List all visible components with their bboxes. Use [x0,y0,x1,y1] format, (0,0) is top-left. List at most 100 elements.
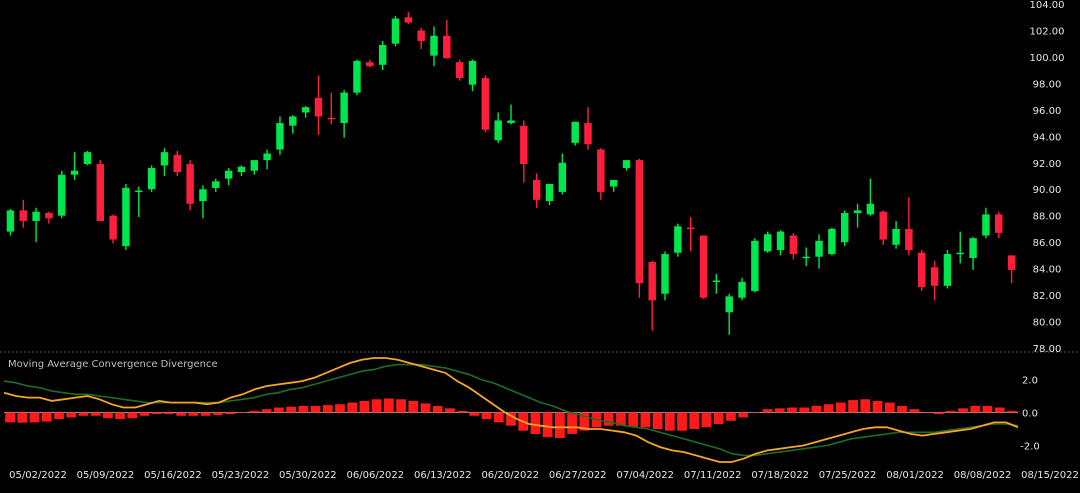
macd-histogram-bar [762,409,773,413]
macd-panel-title: Moving Average Convergence Divergence [8,359,218,370]
candle-down [930,267,939,286]
x-axis-date-label: 07/25/2022 [819,470,877,481]
candle-down [327,117,336,120]
macd-histogram-bar [29,412,40,423]
candle-down [481,78,490,130]
macd-histogram-bar [542,412,553,438]
macd-histogram-bar [200,412,211,416]
candle-up [622,160,631,169]
candle-down [995,214,1003,233]
macd-histogram-bar [530,412,541,434]
macd-histogram-bar [432,405,443,413]
candle-up [147,168,156,190]
macd-histogram-bar [261,409,272,413]
candle-down [789,235,798,255]
macd-histogram-bar [481,412,492,420]
candle-down [45,213,53,219]
x-axis-date-label: 07/18/2022 [751,470,809,481]
candle-up [545,183,554,202]
macd-histogram-bar [750,412,761,413]
macd-histogram-bar [237,412,248,413]
x-axis-date-label: 06/06/2022 [347,470,405,481]
macd-histogram-bar [115,412,125,420]
x-axis-date-label: 08/08/2022 [954,470,1012,481]
candle-up [725,296,733,313]
macd-histogram-bar [66,412,77,418]
candle-down [314,97,323,117]
macd-histogram-bar [139,412,150,416]
candle-down [455,62,464,79]
macd-histogram-bar [17,412,28,423]
candle-up [507,120,515,124]
macd-histogram-bar [41,412,52,422]
macd-histogram-bar [225,412,235,415]
macd-histogram-bar [994,407,1005,413]
macd-histogram-bar [286,406,296,413]
candle-down [96,164,104,221]
macd-histogram-bar [664,412,675,431]
macd-histogram-bar [835,402,846,413]
candle-down [173,154,182,173]
macd-histogram-bar [383,398,394,413]
macd-histogram-bar [726,412,736,421]
candle-down [1007,255,1016,270]
macd-line [3,357,1019,463]
candle-up [263,153,271,161]
candle-up [943,254,952,286]
x-axis-date-label: 07/04/2022 [616,470,674,481]
price-y-tick-label: 102.00 [1030,26,1065,37]
candle-up [378,45,387,65]
macd-histogram-bar [982,405,993,413]
candle-up [430,35,438,56]
candle-up [212,181,220,188]
x-axis-date-label: 08/15/2022 [1021,470,1079,481]
macd-histogram-bar [958,408,968,413]
macd-histogram-bar [347,402,358,413]
candle-up [468,60,477,85]
macd-histogram-bar [884,402,895,413]
x-axis-date-label: 05/30/2022 [279,470,337,481]
candle-up [32,211,40,221]
macd-histogram-bar [371,399,382,413]
candle-down [918,252,926,288]
macd-histogram-bar [493,412,504,423]
candle-up [751,240,759,292]
candle-up [301,107,310,113]
candle-up [853,210,862,214]
macd-histogram-bar [78,412,89,416]
candle-up [892,228,900,245]
candle-down [109,215,117,240]
macd-histogram-bar [151,412,162,415]
macd-histogram-bar [102,412,113,419]
candle-up [982,214,990,236]
macd-histogram-bar [616,412,626,426]
candle-down [879,211,887,240]
macd-histogram-bar [933,412,944,415]
candle-up [160,152,169,166]
macd-histogram-bar [848,400,858,413]
candle-up [250,160,259,171]
macd-histogram-bar [249,410,260,413]
price-y-tick-label: 78.00 [1033,344,1062,355]
candle-up [6,210,15,232]
macd-y-tick-label: 0.0 [1022,408,1038,419]
candle-down [699,235,708,298]
candle-down [520,125,528,165]
x-axis-date-label: 05/09/2022 [77,470,135,481]
candle-up [70,170,79,175]
candle-up [815,240,823,257]
macd-histogram-bar [420,403,431,413]
macd-histogram-bar [640,412,651,428]
macd-histogram-bar [396,399,406,413]
macd-histogram-bar [774,408,785,413]
candle-down [597,149,605,192]
macd-histogram-bar [628,412,639,427]
candle-up [83,152,92,165]
candle-up [237,166,246,173]
macd-histogram-bar [176,412,187,416]
candle-up [763,234,772,252]
candle-down [366,62,374,67]
macd-histogram-bar [90,412,101,416]
x-axis-date-label: 06/20/2022 [481,470,539,481]
